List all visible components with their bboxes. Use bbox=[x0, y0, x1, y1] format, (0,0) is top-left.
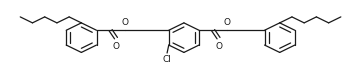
Text: Cl: Cl bbox=[163, 55, 172, 64]
Text: O: O bbox=[113, 42, 119, 51]
Text: O: O bbox=[121, 18, 128, 27]
Text: O: O bbox=[215, 42, 222, 51]
Text: O: O bbox=[224, 18, 231, 27]
